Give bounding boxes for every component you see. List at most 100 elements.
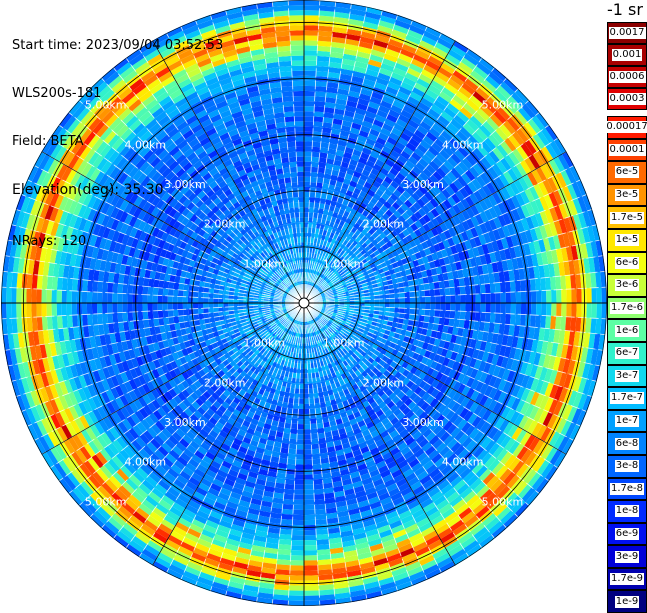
beta-cell xyxy=(506,292,511,303)
beta-cell xyxy=(310,182,317,188)
beta-cell xyxy=(289,585,304,590)
beta-cell xyxy=(419,284,425,291)
beta-cell xyxy=(281,443,289,449)
beta-cell xyxy=(444,318,450,326)
beta-cell xyxy=(292,520,304,525)
beta-cell xyxy=(545,277,551,290)
beta-cell xyxy=(315,519,327,525)
beta-cell xyxy=(296,449,304,454)
beta-cell xyxy=(293,510,304,515)
beta-cell xyxy=(314,489,324,495)
beta-cell xyxy=(288,454,297,460)
beta-cell xyxy=(304,439,311,444)
beta-cell xyxy=(304,540,317,545)
beta-cell xyxy=(294,490,304,495)
beta-cell xyxy=(500,282,506,293)
beta-cell xyxy=(317,544,330,550)
beta-cell xyxy=(313,469,322,475)
beta-cell xyxy=(317,428,324,434)
beta-cell xyxy=(455,295,460,303)
beta-cell xyxy=(460,303,465,312)
beta-cell xyxy=(304,126,313,131)
beta-cell xyxy=(510,281,516,292)
beta-cell xyxy=(501,292,506,303)
beta-cell xyxy=(314,101,325,107)
beta-cell xyxy=(576,289,582,304)
beta-cell xyxy=(304,197,310,202)
beta-cell xyxy=(318,433,326,439)
beta-cell xyxy=(486,303,491,313)
beta-cell xyxy=(410,297,415,303)
beta-cell xyxy=(520,314,526,326)
beta-cell xyxy=(410,291,415,297)
beta-cell xyxy=(500,313,506,324)
beta-cell xyxy=(311,162,319,168)
beta-cell xyxy=(293,500,304,505)
beta-cell xyxy=(304,187,310,192)
beta-cell xyxy=(299,394,304,399)
beta-cell xyxy=(304,591,319,596)
beta-cell xyxy=(385,303,390,308)
beta-cell xyxy=(291,555,305,560)
beta-cell xyxy=(445,303,450,311)
beta-cell xyxy=(290,429,297,435)
beta-cell xyxy=(292,535,304,540)
beta-cell xyxy=(281,514,293,520)
beta-cell xyxy=(304,429,311,434)
beta-cell xyxy=(304,459,313,464)
beta-cell xyxy=(405,303,410,309)
beta-cell xyxy=(285,484,295,490)
beta-cell xyxy=(299,399,304,404)
beta-cell xyxy=(304,585,319,590)
beta-cell xyxy=(485,284,491,294)
beta-cell xyxy=(450,311,456,319)
beta-cell xyxy=(304,5,320,10)
beta-cell xyxy=(315,509,326,515)
beta-cell xyxy=(384,307,389,312)
beta-cell xyxy=(561,303,566,317)
beta-cell xyxy=(304,131,313,136)
beta-cell xyxy=(304,40,318,45)
beta-cell xyxy=(395,303,400,308)
beta-cell xyxy=(460,311,466,320)
beta-cell xyxy=(286,469,295,475)
beta-cell xyxy=(291,540,304,545)
beta-cell xyxy=(297,434,304,439)
beta-cell xyxy=(434,282,440,290)
beta-cell xyxy=(485,313,491,323)
beta-cell xyxy=(310,192,316,197)
beta-cell xyxy=(455,311,461,320)
beta-cell xyxy=(315,96,326,102)
beta-cell xyxy=(304,389,309,394)
beta-cell xyxy=(304,485,314,490)
beta-cell xyxy=(304,424,311,429)
beta-cell xyxy=(315,86,327,92)
beta-cell xyxy=(390,298,395,303)
beta-cell xyxy=(298,409,304,414)
beta-cell xyxy=(597,287,602,303)
beta-cell xyxy=(470,312,476,321)
beta-cell xyxy=(505,281,511,292)
beta-cell xyxy=(311,439,319,445)
beta-cell xyxy=(315,504,326,510)
beta-cell xyxy=(312,152,320,158)
beta-cell xyxy=(322,183,329,189)
beta-cell xyxy=(288,596,304,601)
beta-cell xyxy=(450,303,455,311)
beta-cell xyxy=(313,474,323,480)
beta-cell xyxy=(304,555,318,560)
beta-cell xyxy=(546,290,551,303)
beta-cell xyxy=(315,514,327,520)
beta-cell xyxy=(511,292,516,303)
beta-cell xyxy=(293,505,304,510)
beta-cell xyxy=(304,515,315,520)
beta-cell xyxy=(418,321,424,328)
beta-cell xyxy=(400,303,405,308)
beta-cell xyxy=(510,314,516,325)
beta-cell xyxy=(287,464,296,470)
beta-cell xyxy=(384,294,389,299)
beta-cell xyxy=(304,379,308,384)
beta-cell xyxy=(296,454,304,459)
beta-cell xyxy=(283,499,294,505)
beta-cell xyxy=(304,46,318,51)
